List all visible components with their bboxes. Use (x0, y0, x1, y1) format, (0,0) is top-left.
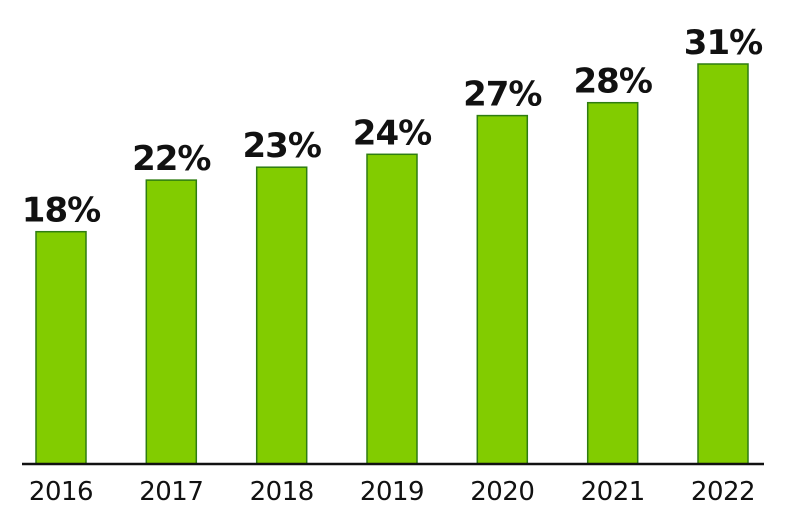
bar-2018 (255, 166, 308, 465)
value-label-2017: 22% (132, 139, 210, 179)
x-tick-label-2021: 2021 (581, 477, 645, 507)
value-labels-layer: 18% 22% 23% 24% 27% 28% 31% (22, 23, 763, 231)
x-tick-label-2020: 2020 (470, 477, 534, 507)
x-tick-label-2022: 2022 (691, 477, 755, 507)
bar-2021 (586, 101, 639, 465)
value-label-2019: 24% (353, 113, 431, 153)
bar-2020 (476, 114, 529, 465)
bars-layer (35, 63, 749, 465)
value-label-2020: 27% (463, 75, 541, 115)
x-tick-label-2018: 2018 (250, 477, 314, 507)
bar-2019 (366, 153, 418, 465)
value-label-2016: 18% (22, 191, 100, 231)
x-tick-label-2019: 2019 (360, 477, 424, 507)
x-tick-label-2017: 2017 (139, 477, 203, 507)
value-label-2021: 28% (574, 62, 652, 102)
x-tick-labels-layer: 2016 2017 2018 2019 2020 2021 2022 (29, 477, 756, 507)
value-label-2022: 31% (684, 23, 762, 63)
bar-2017 (145, 179, 198, 465)
value-label-2018: 23% (243, 126, 321, 166)
bar-2022 (697, 63, 749, 465)
bar-2016 (35, 230, 87, 465)
x-tick-label-2016: 2016 (29, 477, 93, 507)
